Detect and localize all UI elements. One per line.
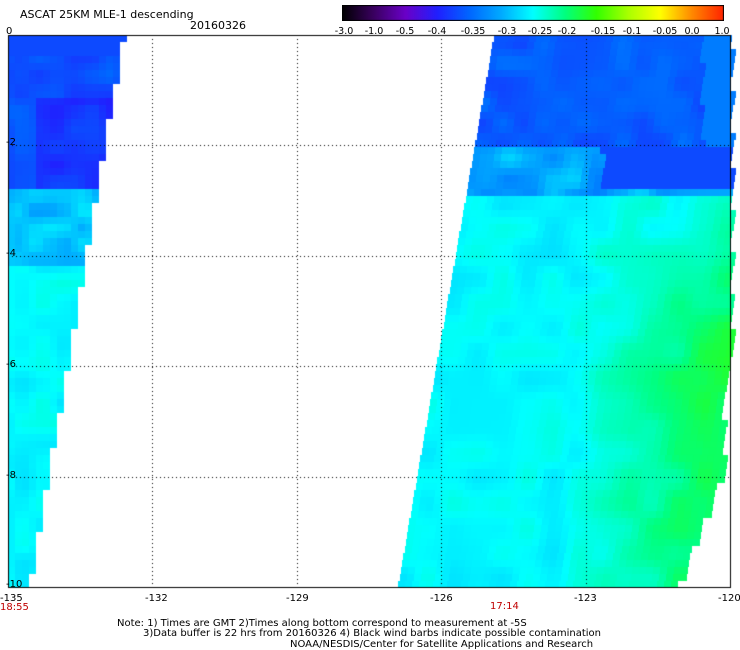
cbar-label: -0.3 (497, 26, 517, 37)
map-title: ASCAT 25KM MLE-1 descending (20, 8, 194, 21)
note-line-3: NOAA/NESDIS/Center for Satellite Applica… (290, 639, 594, 650)
color-scale-labels: -3.0 -1.0 -0.5 -0.4 -0.35 -0.3 -0.25 -0.… (330, 27, 740, 39)
time-middle: 17:14 (490, 601, 519, 612)
cbar-label: -0.2 (557, 26, 577, 37)
note-line-2: 3)Data buffer is 22 hrs from 20160326 4)… (143, 628, 601, 639)
cbar-label: -0.4 (427, 26, 447, 37)
cbar-label: -0.1 (622, 26, 642, 37)
lon-label-129: -129 (286, 593, 309, 604)
lat-label-0: 0 (6, 26, 13, 37)
cbar-label: 1.0 (714, 26, 730, 37)
lon-label-123: -123 (574, 593, 597, 604)
map-date: 20160326 (190, 19, 246, 32)
cbar-label: -0.35 (460, 26, 486, 37)
cbar-label: -0.5 (395, 26, 415, 37)
color-scale-bar (342, 5, 724, 21)
note-line-1: Note: 1) Times are GMT 2)Times along bot… (117, 618, 527, 629)
lon-label-126: -126 (430, 593, 453, 604)
lat-label-2: -2 (6, 137, 16, 148)
lat-label-6: -6 (6, 359, 16, 370)
lon-label-120: -120 (718, 593, 740, 604)
cbar-label: -0.15 (590, 26, 616, 37)
time-left: 18:55 (0, 602, 29, 613)
lat-label-8: -8 (6, 470, 16, 481)
cbar-label: -1.0 (364, 26, 384, 37)
lon-label-135: -135 (0, 593, 23, 604)
cbar-label: -0.25 (527, 26, 553, 37)
lat-label-4: -4 (6, 248, 16, 259)
cbar-label: 0.0 (684, 26, 700, 37)
lat-label-10: -10 (6, 579, 23, 590)
cbar-label: -3.0 (334, 26, 354, 37)
lon-label-132: -132 (145, 593, 168, 604)
cbar-label: -0.05 (652, 26, 678, 37)
